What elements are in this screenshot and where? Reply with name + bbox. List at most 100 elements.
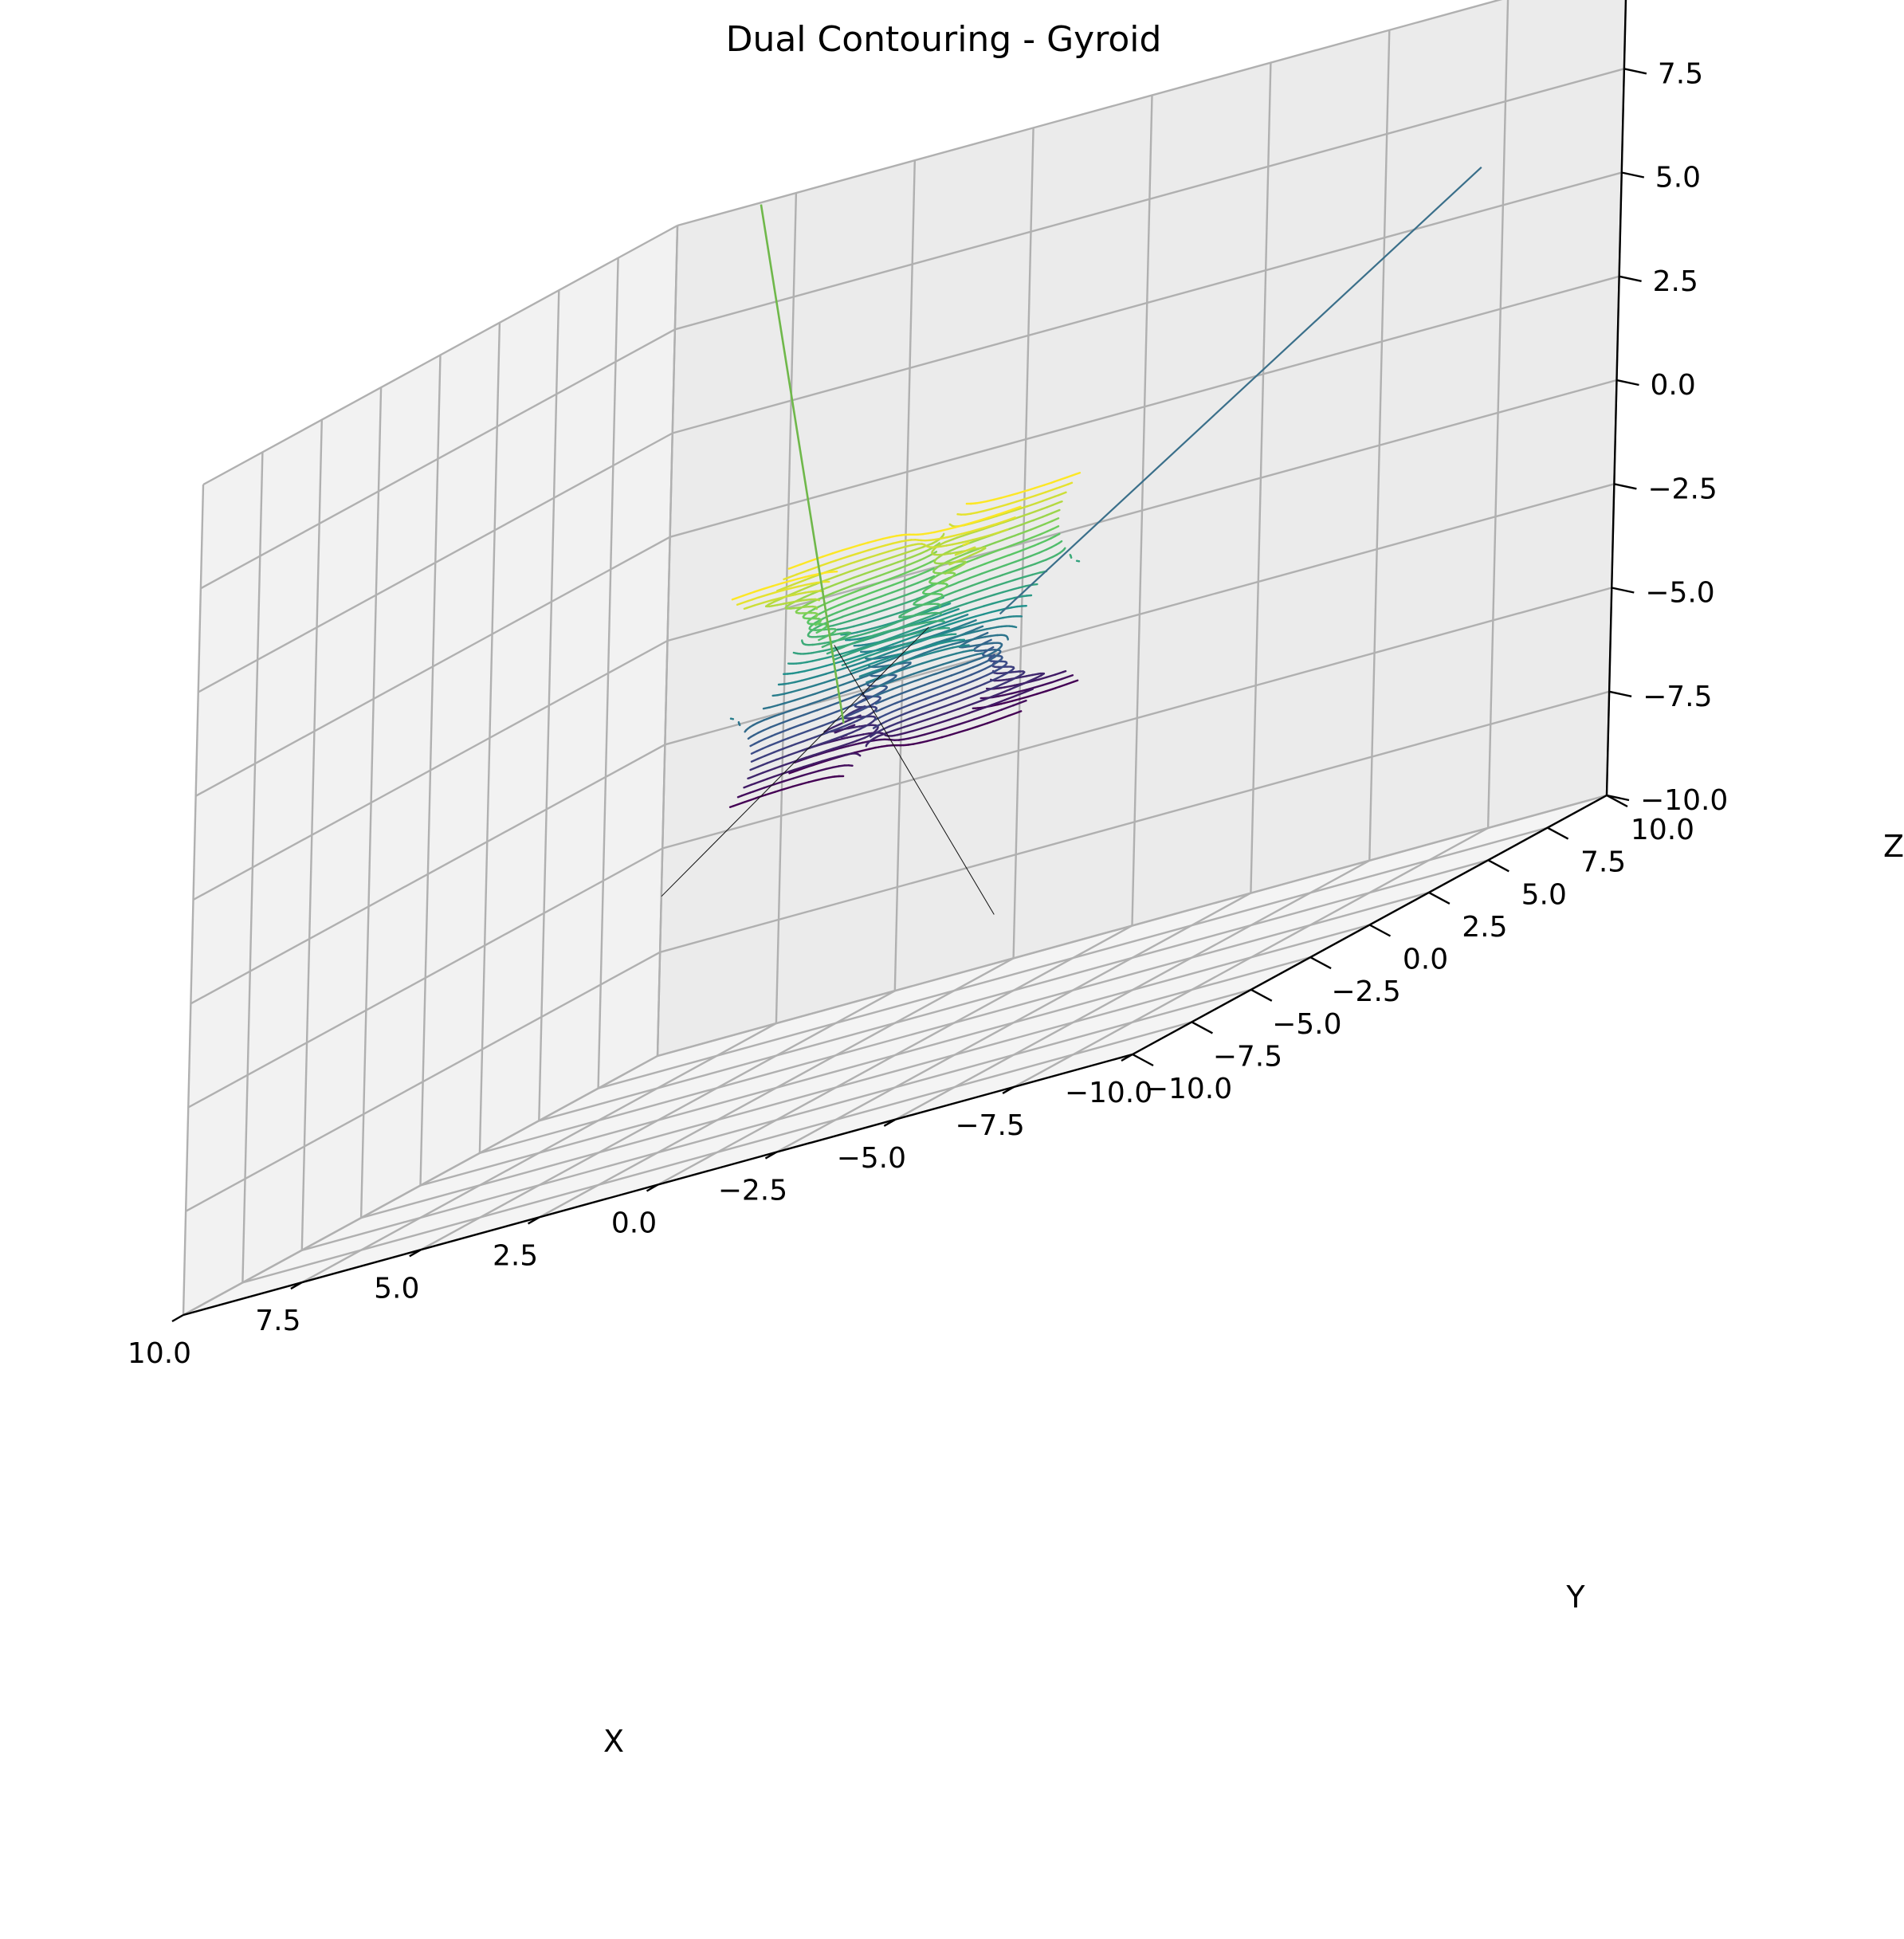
surface-segment [784,699,796,705]
surface-segment [840,744,850,749]
y-tick-mark [1132,1053,1154,1067]
surface-segment [888,702,897,707]
surface-segment [873,654,885,660]
surface-segment [923,731,934,736]
surface-segment [831,622,842,627]
surface-segment [787,734,797,740]
surface-segment [944,703,952,708]
surface-segment [1016,682,1026,688]
surface-segment [817,767,827,772]
surface-segment [794,679,803,684]
surface-segment [740,791,752,797]
surface-segment [850,654,862,660]
y-tick-mark [1309,956,1332,970]
surface-segment [767,767,776,772]
surface-segment [803,763,815,768]
surface-segment [846,603,860,610]
surface-segment [878,550,890,555]
surface-segment [857,599,871,606]
surface-segment [853,623,863,628]
surface-segment [1007,500,1018,505]
z-tick-mark [1612,587,1635,594]
surface-segment [857,753,860,756]
surface-segment [1045,673,1057,679]
surface-segment [830,604,840,610]
surface-segment [1045,546,1053,551]
surface-segment [828,739,838,744]
surface-segment [904,729,914,734]
surface-segment [853,559,862,563]
surface-segment [1003,517,1013,523]
surface-segment [921,542,933,548]
surface-segment [777,710,791,716]
surface-segment [785,606,788,610]
surface-segment [946,558,955,563]
surface-segment [961,673,972,680]
surface-segment [875,602,885,606]
surface-segment [812,650,821,654]
surface-segment [871,669,881,675]
surface-segment [1034,523,1046,529]
surface-segment [942,640,951,644]
surface-segment [876,544,887,549]
surface-segment [783,587,792,591]
surface-segment [1009,685,1019,691]
surface-segment [805,599,812,601]
surface-segment [768,741,779,747]
surface-segment [1033,684,1044,689]
surface-segment [905,590,918,596]
surface-segment [866,611,877,617]
surface-segment [955,698,965,704]
surface-segment [1044,487,1058,493]
surface-segment [750,757,760,763]
surface-segment [877,657,888,662]
surface-segment [893,660,905,665]
surface-segment [904,649,915,654]
surface-segment [1044,520,1054,525]
surface-segment [953,684,964,689]
grid-right-horizontal [672,171,1623,434]
surface-segment [950,665,959,670]
surface-segment [901,651,910,657]
surface-segment [773,772,784,778]
surface-segment [922,618,932,622]
surface-segment [866,584,874,589]
surface-segment [1014,575,1026,581]
surface-segment [881,643,894,650]
surface-segment [833,660,844,665]
surface-segment [925,575,934,581]
surface-segment [879,649,888,654]
surface-segment [907,582,919,587]
surface-segment [976,628,986,633]
surface-segment [870,648,881,654]
surface-segment [962,531,975,537]
surface-segment [900,570,911,576]
surface-segment [936,648,947,653]
surface-segment [1009,568,1021,574]
surface-segment [834,581,843,586]
grid-floor-x [183,1054,658,1317]
surface-segment [859,586,868,591]
surface-segment [1031,571,1042,576]
surface-segment [1034,500,1044,504]
surface-segment [956,662,968,668]
surface-segment [834,638,842,642]
surface-segment [1025,494,1037,500]
x-tick-mark [1002,1085,1015,1094]
surface-segment [984,594,995,599]
surface-segment [917,586,928,592]
surface-segment [871,559,884,565]
surface-segment [968,622,978,627]
surface-segment [984,638,992,644]
y-tick-label: 2.5 [1462,911,1507,944]
surface-segment [971,582,980,587]
surface-segment [837,753,847,758]
surface-segment [825,766,834,770]
surface-segment [1011,697,1021,702]
surface-segment [954,638,961,642]
surface-segment [964,539,975,543]
surface-segment [881,536,891,540]
surface-segment [993,520,1006,526]
surface-segment [807,583,817,589]
surface-segment [882,599,893,604]
